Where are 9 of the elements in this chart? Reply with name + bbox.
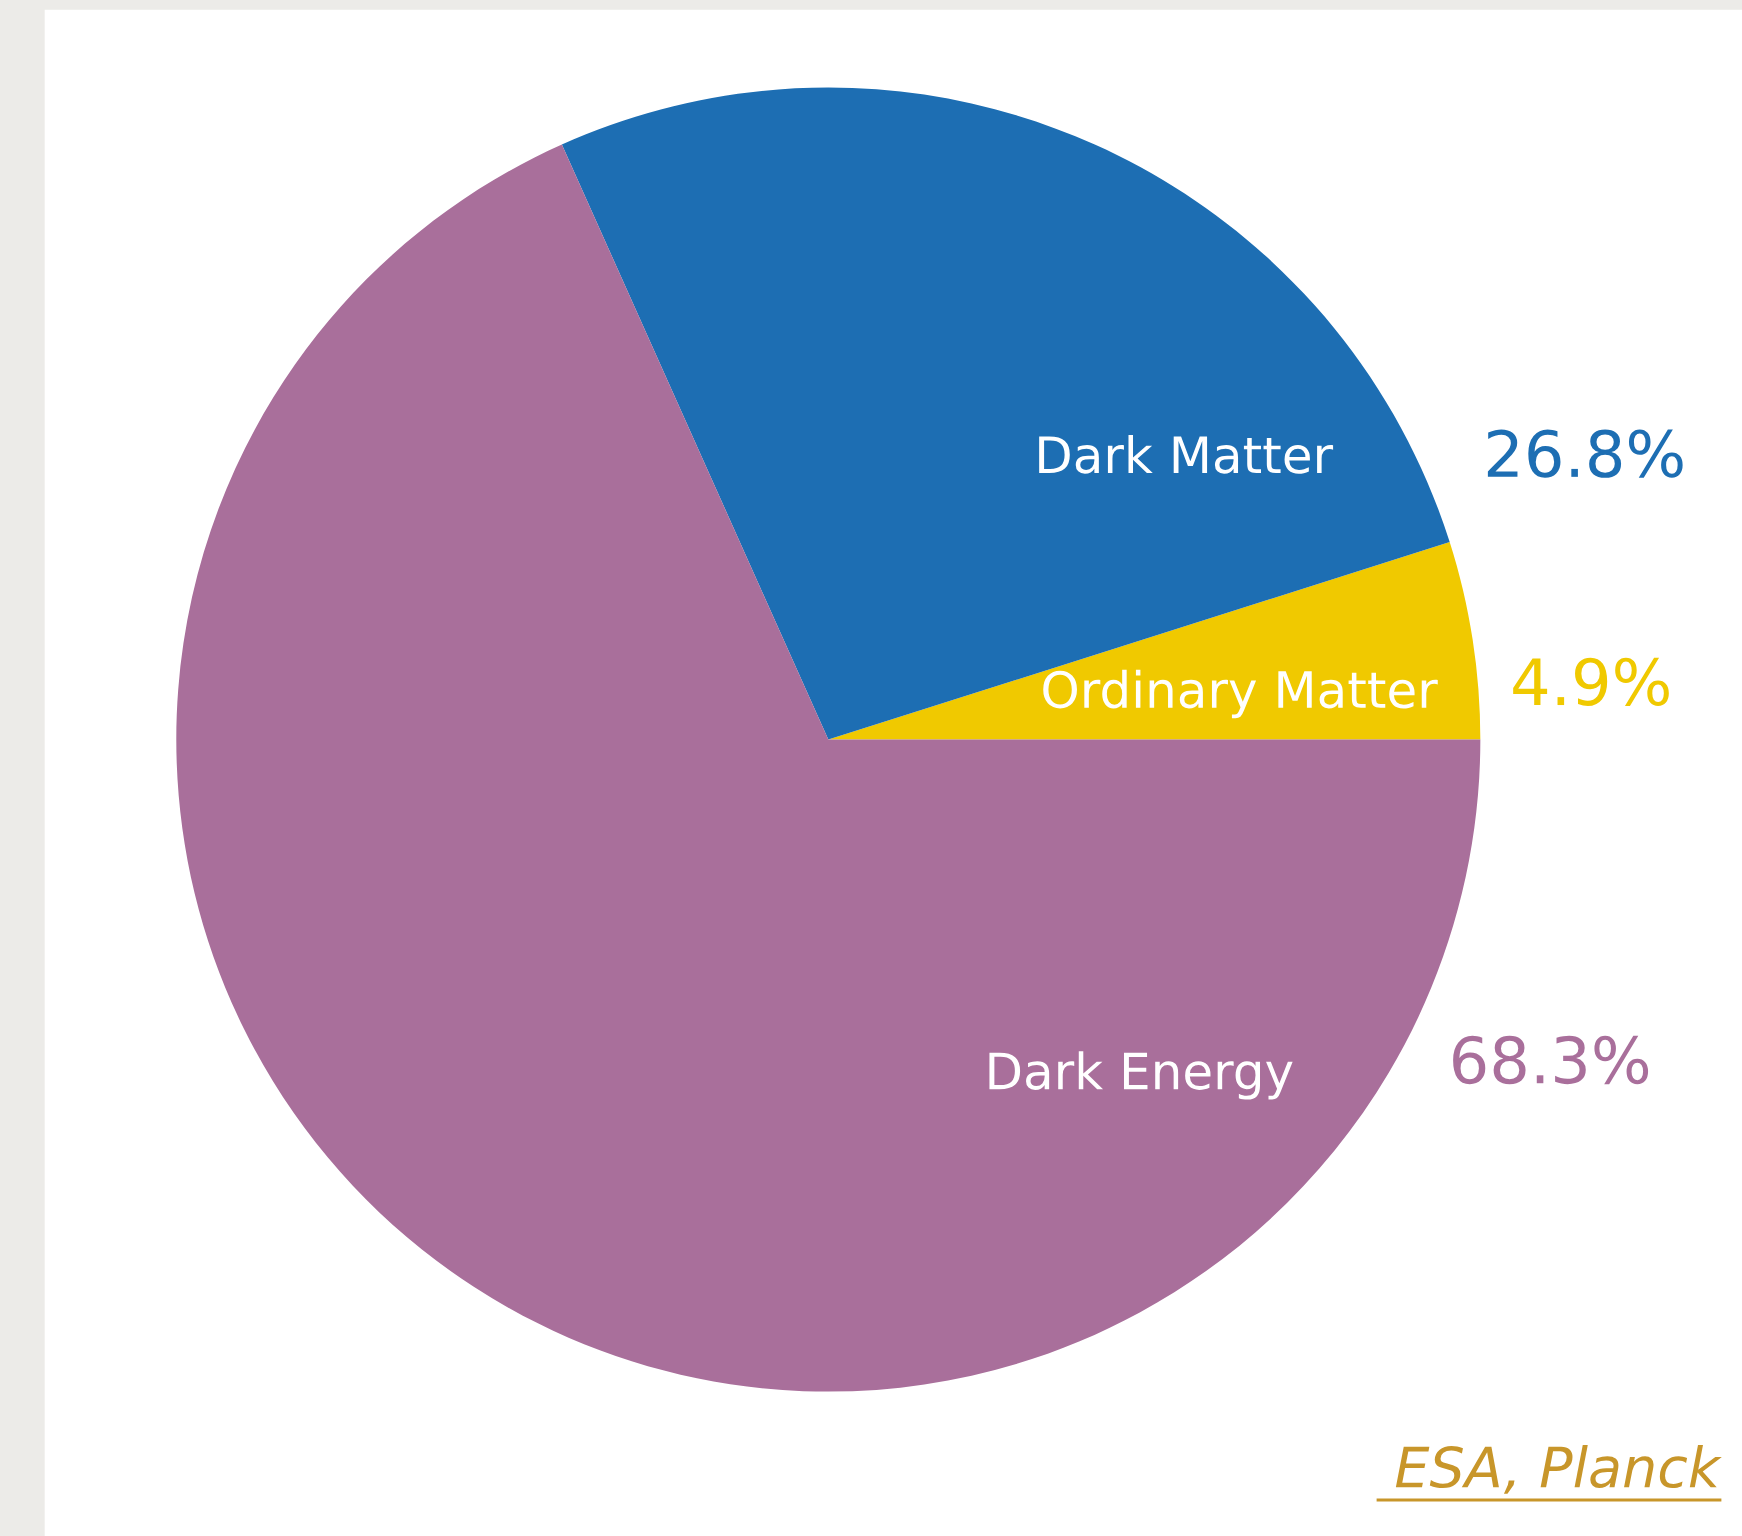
slice-label: Ordinary Matter — [1043, 669, 1438, 719]
data-label: 68.3% — [1453, 1035, 1649, 1085]
slice-label: Dark Energy — [989, 1051, 1293, 1100]
data-label: 4.9% — [1513, 657, 1669, 706]
pie-slice — [828, 542, 1481, 740]
text: ESA, Planck — [1395, 1445, 1722, 1494]
pie-slice — [561, 87, 1450, 740]
data-label: 26.8% — [1487, 429, 1683, 478]
slice-label: Dark Matter — [1039, 435, 1334, 474]
